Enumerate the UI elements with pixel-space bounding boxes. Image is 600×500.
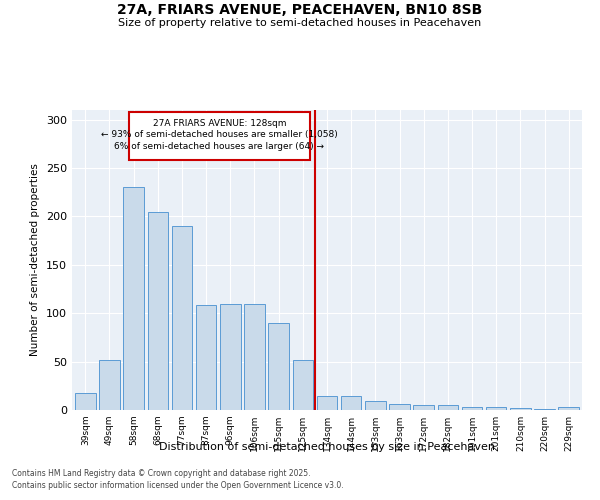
Bar <box>510 408 530 410</box>
Text: 27A FRIARS AVENUE: 128sqm: 27A FRIARS AVENUE: 128sqm <box>152 118 286 128</box>
Bar <box>534 409 555 410</box>
Bar <box>220 304 241 410</box>
Text: ← 93% of semi-detached houses are smaller (1,058): ← 93% of semi-detached houses are smalle… <box>101 130 338 140</box>
Bar <box>413 405 434 410</box>
Bar <box>389 404 410 410</box>
Text: Distribution of semi-detached houses by size in Peacehaven: Distribution of semi-detached houses by … <box>159 442 495 452</box>
Text: Size of property relative to semi-detached houses in Peacehaven: Size of property relative to semi-detach… <box>118 18 482 28</box>
Bar <box>317 396 337 410</box>
Bar <box>99 360 120 410</box>
Bar <box>75 392 95 410</box>
Bar <box>293 360 313 410</box>
Bar <box>559 407 579 410</box>
Bar <box>365 402 386 410</box>
Bar <box>341 396 361 410</box>
Text: Contains public sector information licensed under the Open Government Licence v3: Contains public sector information licen… <box>12 481 344 490</box>
Bar <box>437 405 458 410</box>
Bar <box>196 306 217 410</box>
Bar <box>124 188 144 410</box>
Text: 6% of semi-detached houses are larger (64) →: 6% of semi-detached houses are larger (6… <box>115 142 325 151</box>
Bar <box>268 323 289 410</box>
Bar <box>172 226 192 410</box>
Bar <box>148 212 168 410</box>
Bar <box>129 112 310 160</box>
Text: Contains HM Land Registry data © Crown copyright and database right 2025.: Contains HM Land Registry data © Crown c… <box>12 468 311 477</box>
Bar <box>244 304 265 410</box>
Bar <box>486 407 506 410</box>
Text: 27A, FRIARS AVENUE, PEACEHAVEN, BN10 8SB: 27A, FRIARS AVENUE, PEACEHAVEN, BN10 8SB <box>118 2 482 16</box>
Bar <box>462 407 482 410</box>
Y-axis label: Number of semi-detached properties: Number of semi-detached properties <box>31 164 40 356</box>
